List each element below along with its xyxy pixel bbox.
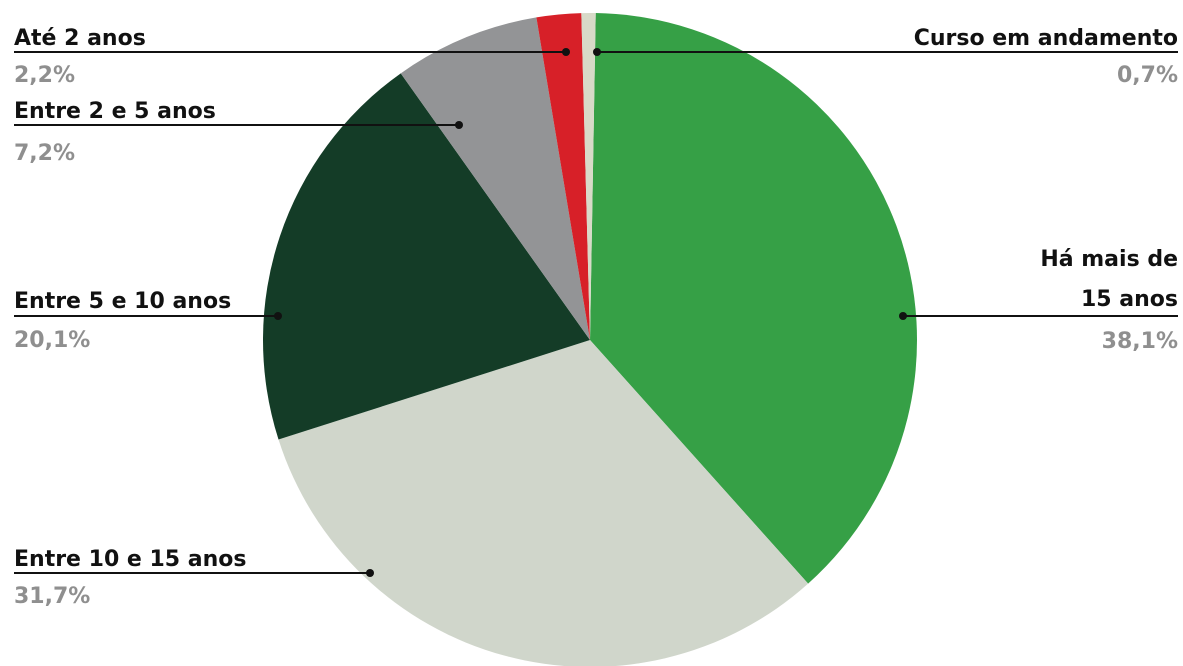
pie-slice-3	[400, 17, 590, 341]
label-ha-mais-de-15: Há mais de 15 anos 38,1%	[1040, 247, 1178, 354]
slice-label-line: 15 anos	[1081, 287, 1178, 312]
label-curso-em-andamento: Curso em andamento 0,7%	[914, 26, 1178, 88]
pie-slice-4	[536, 13, 590, 341]
slice-value-label: 7,2%	[14, 141, 75, 166]
label-entre-2-e-5: Entre 2 e 5 anos 7,2%	[14, 99, 216, 166]
leader-dot-4	[562, 48, 570, 56]
slice-value-label: 2,2%	[14, 63, 75, 88]
pie-slices	[262, 13, 918, 666]
leader-lines	[14, 48, 1178, 577]
pie-slice-1	[278, 340, 809, 666]
pie-slice-0	[590, 13, 918, 584]
slice-label-line: Curso em andamento	[914, 26, 1178, 51]
leader-dot-2	[274, 312, 282, 320]
slice-value-label: 31,7%	[14, 584, 90, 609]
leader-dot-5	[593, 48, 601, 56]
leader-dot-3	[455, 121, 463, 129]
leader-dot-1	[366, 569, 374, 577]
slice-value-label: 20,1%	[14, 328, 90, 353]
slice-value-label: 38,1%	[1102, 329, 1178, 354]
label-ate-2-anos: Até 2 anos 2,2%	[14, 26, 146, 88]
pie-slice-5	[581, 13, 596, 340]
slice-label-line: Há mais de	[1040, 247, 1178, 272]
slice-label-line: Entre 10 e 15 anos	[14, 547, 246, 572]
leader-dot-0	[899, 312, 907, 320]
slice-label-line: Até 2 anos	[14, 26, 146, 51]
slice-label-line: Entre 5 e 10 anos	[14, 289, 231, 314]
slice-label-line: Entre 2 e 5 anos	[14, 99, 216, 124]
slice-value-label: 0,7%	[1117, 63, 1178, 88]
label-entre-10-e-15: Entre 10 e 15 anos 31,7%	[14, 547, 246, 609]
label-entre-5-e-10: Entre 5 e 10 anos 20,1%	[14, 289, 231, 353]
pie-slice-2	[262, 73, 590, 440]
